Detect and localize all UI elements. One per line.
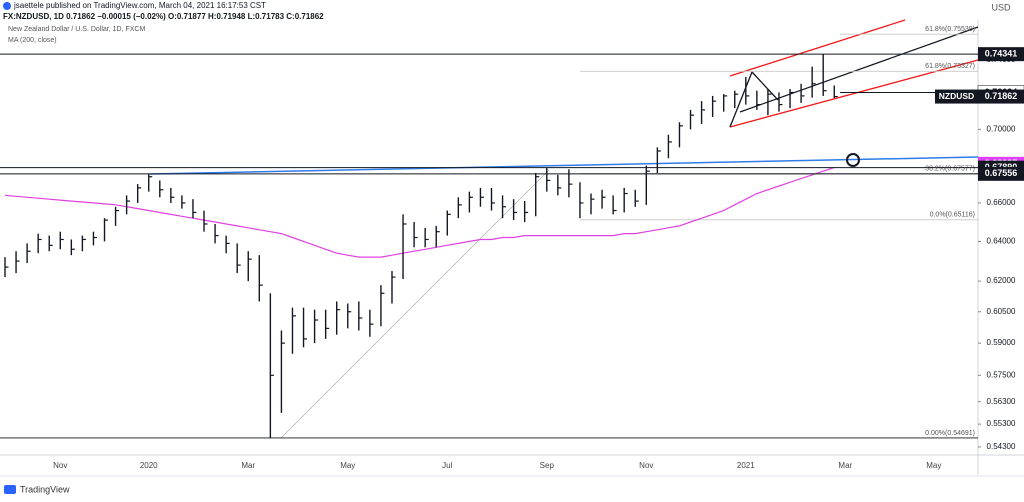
y-tick-label: 0.62000 xyxy=(987,276,1016,285)
price-label-box xyxy=(978,166,1024,181)
symbol-line: FX:NZDUSD, 1D 0.71862 −0.00015 (−0.02%) … xyxy=(3,12,324,21)
x-tick-label: Mar xyxy=(838,461,852,470)
y-tick-label: 0.55300 xyxy=(987,419,1016,428)
fib-diagonal xyxy=(280,169,550,439)
x-tick-label: 2020 xyxy=(140,461,158,470)
fib-label: 0.00%(0.54691) xyxy=(925,430,975,437)
price-label: 0.74341 xyxy=(985,49,1018,59)
x-tick-label: Nov xyxy=(639,461,653,470)
y-tick-label: 0.64000 xyxy=(987,237,1016,246)
symbol-tag-box xyxy=(935,89,978,104)
marker-circle xyxy=(846,153,860,167)
chart-title: New Zealand Dollar / U.S. Dollar, 1D, FX… xyxy=(8,26,145,33)
currency: USD xyxy=(991,2,1011,12)
pattern xyxy=(729,70,779,128)
x-tick-label: 2021 xyxy=(737,461,755,470)
x-tick-label: Jul xyxy=(442,461,452,470)
fib-label: 38.2%(0.67577) xyxy=(925,165,975,172)
trendline xyxy=(149,156,979,175)
logo xyxy=(4,485,16,494)
y-tick-label: 0.57500 xyxy=(987,370,1016,379)
fib-label: 61.8%(0.73327) xyxy=(925,63,975,70)
y-tick-label: 0.54300 xyxy=(987,442,1016,451)
x-tick-label: May xyxy=(340,461,355,470)
avatar xyxy=(3,2,11,10)
ma-line xyxy=(4,166,835,258)
y-tick-label: 0.70000 xyxy=(987,124,1016,133)
x-tick-label: May xyxy=(926,461,941,470)
brand: TradingView xyxy=(20,484,70,494)
fib-label: 61.8%(0.75539) xyxy=(925,26,975,33)
fib-label: 0.0%(0.65116) xyxy=(930,212,975,219)
channel-upper xyxy=(729,19,906,77)
y-tick-label: 0.56300 xyxy=(987,397,1016,406)
x-tick-label: Mar xyxy=(241,461,255,470)
x-tick-label: Nov xyxy=(53,461,67,470)
y-tick-label: 0.66000 xyxy=(987,198,1016,207)
y-tick-label: 0.60500 xyxy=(987,307,1016,316)
price-label: 0.71862 xyxy=(985,91,1018,101)
price-label: 0.67556 xyxy=(985,168,1018,178)
publisher: jsaettele published on TradingView.com, … xyxy=(13,1,266,10)
y-tick-label: 0.59000 xyxy=(987,338,1016,347)
ma-label: MA (200, close) xyxy=(8,37,57,44)
symbol-tag: NZDUSD xyxy=(939,91,974,101)
price-label-box xyxy=(978,47,1024,62)
x-tick-label: Sep xyxy=(540,461,555,470)
price-label-box xyxy=(978,89,1024,104)
